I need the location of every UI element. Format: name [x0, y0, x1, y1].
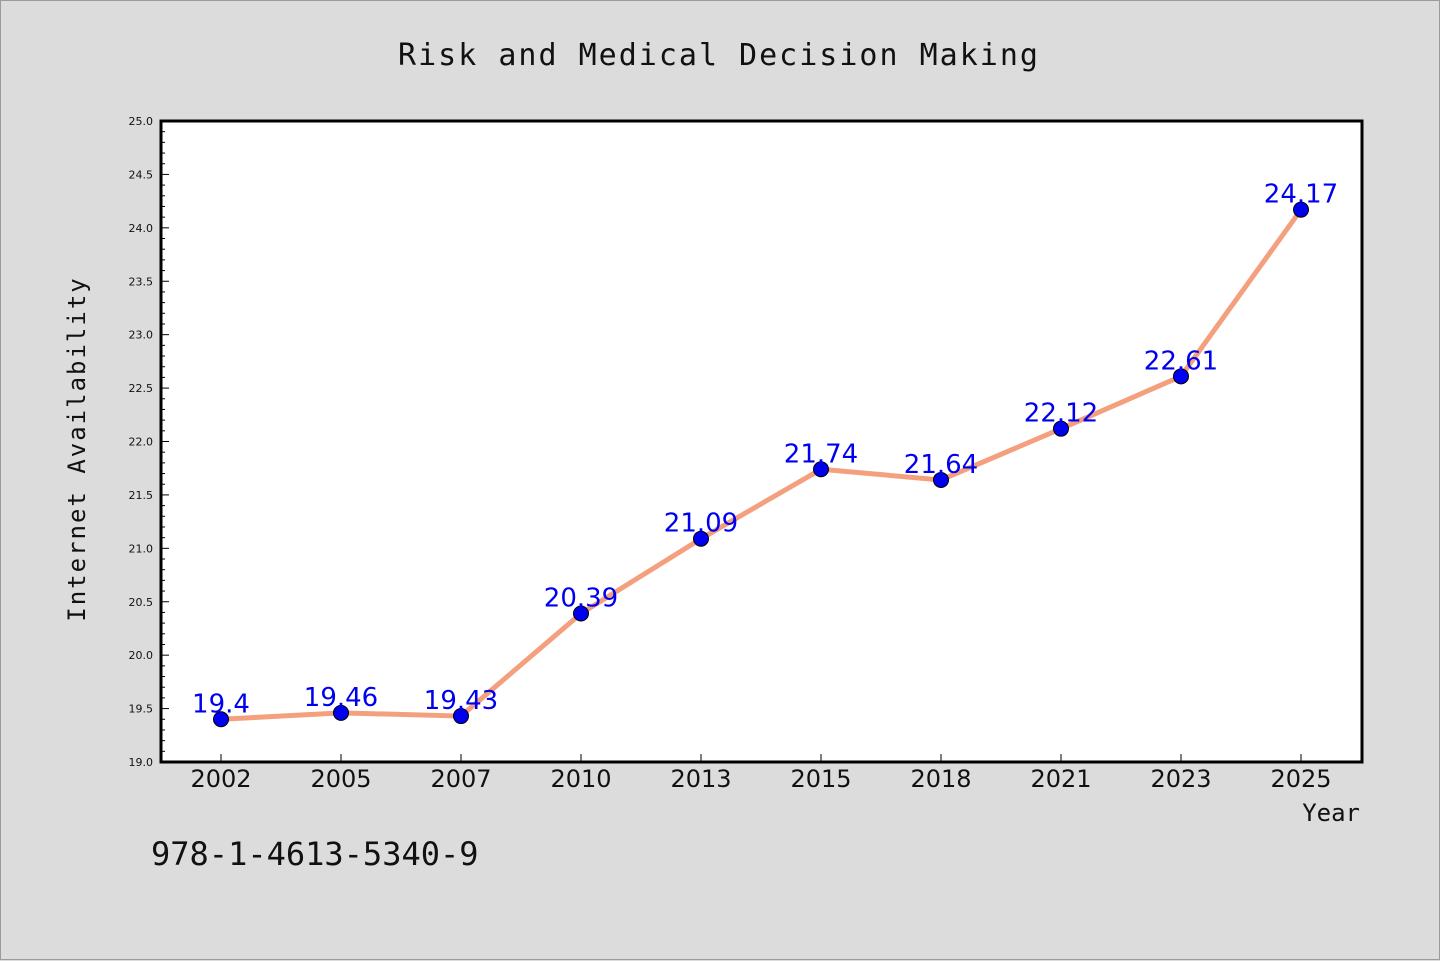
data-label: 19.43 [424, 686, 498, 716]
plot-area [161, 121, 1362, 762]
y-tick-label: 20.5 [129, 596, 154, 609]
data-point-marker [573, 605, 589, 622]
y-tick-label: 19.0 [129, 756, 154, 769]
data-point-marker [213, 711, 229, 728]
data-point-marker [453, 708, 469, 725]
y-tick-label: 22.5 [129, 382, 154, 395]
data-label: 20.39 [544, 584, 618, 614]
x-tick-label: 2005 [310, 765, 371, 793]
x-tick-label: 2018 [910, 765, 971, 793]
x-axis: 2002 2005 2007 2010 2013 2015 2018 2021 2023 2025 [190, 754, 1332, 793]
data-label: 21.09 [664, 509, 738, 539]
x-tick-label: 2021 [1030, 765, 1091, 793]
data-label: 19.4 [192, 689, 250, 719]
data-point-marker [693, 530, 709, 547]
series-line [218, 207, 1304, 722]
data-point-marker [1293, 201, 1309, 218]
data-label-group: 19.4 19.46 19.43 20.39 21.09 21.74 21.64 22.12 2… [192, 180, 1338, 720]
x-tick-label: 2013 [670, 765, 731, 793]
x-axis-label: Year [1302, 799, 1360, 827]
y-tick-label: 25.0 [129, 115, 154, 128]
data-label: 19.46 [304, 683, 378, 713]
data-label: 21.64 [904, 450, 978, 480]
y-tick-label: 20.0 [129, 649, 154, 662]
x-tick-label: 2010 [550, 765, 611, 793]
marker-group [213, 201, 1309, 728]
x-tick-label: 2025 [1270, 765, 1331, 793]
data-point-marker [1173, 368, 1189, 385]
y-axis: 19.0 19.5 20.0 20.5 21.0 21.5 22.0 22.5 23.0 23.5… [129, 115, 169, 769]
data-point-marker [1053, 420, 1069, 437]
x-tick-label: 2002 [190, 765, 251, 793]
chart-title: Risk and Medical Decision Making [398, 38, 1040, 73]
y-tick-label: 19.5 [129, 703, 154, 716]
y-tick-label: 21.5 [129, 489, 154, 502]
data-label: 22.61 [1144, 346, 1218, 376]
x-tick-label: 2007 [430, 765, 491, 793]
y-tick-label: 23.0 [129, 329, 154, 342]
data-point-marker [933, 471, 949, 488]
y-tick-label: 22.0 [129, 436, 154, 449]
data-point-marker [813, 461, 829, 478]
data-label: 24.17 [1264, 180, 1338, 210]
x-tick-label: 2023 [1150, 765, 1211, 793]
y-tick-label: 23.5 [129, 275, 154, 288]
plot-frame [159, 119, 1364, 764]
y-axis-label: Internet Availability [63, 276, 91, 621]
data-label: 21.74 [784, 439, 858, 469]
footnote-isbn: 978-1-4613-5340-9 [151, 835, 479, 873]
y-tick-label: 24.5 [129, 168, 154, 181]
data-label: 22.12 [1024, 399, 1098, 429]
data-point-marker [333, 704, 349, 721]
x-tick-label: 2015 [790, 765, 851, 793]
series-line-group [218, 207, 1304, 722]
y-tick-label: 24.0 [129, 222, 154, 235]
y-tick-label: 21.0 [129, 542, 154, 555]
